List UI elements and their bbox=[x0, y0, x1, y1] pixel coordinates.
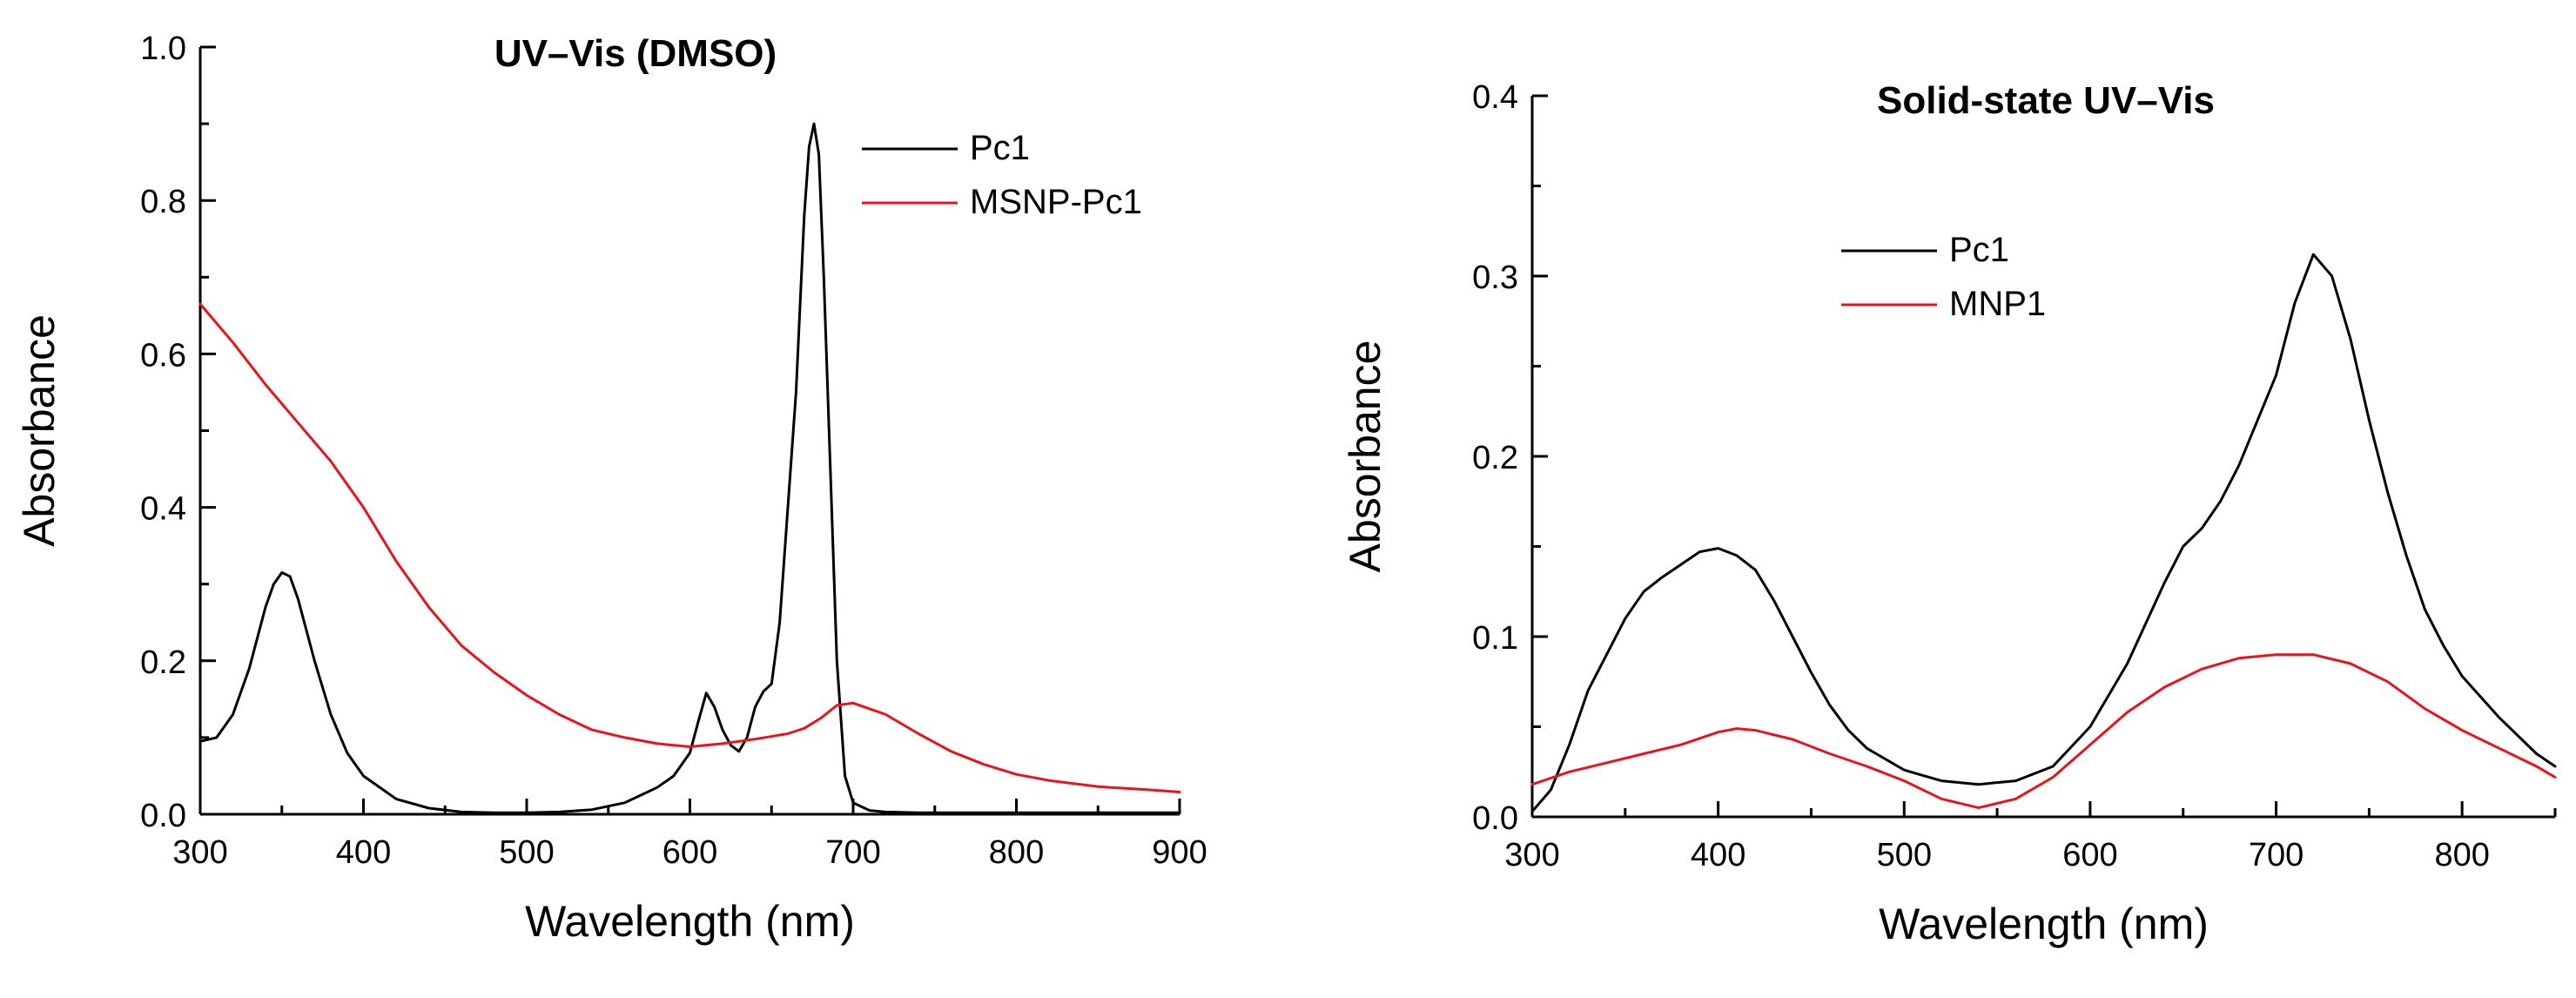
y-tick-label: 0.3 bbox=[1472, 260, 1518, 296]
y-axis-label: Absorbance bbox=[1341, 341, 1389, 573]
x-tick-label: 700 bbox=[2249, 837, 2304, 873]
x-tick-label: 800 bbox=[989, 834, 1044, 871]
legend-entry: MNP1 bbox=[1949, 285, 2046, 323]
y-tick-label: 0.2 bbox=[1472, 440, 1518, 476]
x-axis-label: Wavelength (nm) bbox=[1879, 900, 2209, 948]
y-tick-label: 0.2 bbox=[140, 644, 186, 681]
x-tick-label: 500 bbox=[1877, 837, 1932, 873]
legend: Pc1 MNP1 bbox=[1841, 231, 2046, 323]
chart-title: Solid-state UV–Vis bbox=[1877, 79, 2215, 122]
series-line-mnp1 bbox=[1530, 653, 2557, 810]
x-tick-label: 800 bbox=[2434, 837, 2489, 873]
legend: Pc1 MSNP-Pc1 bbox=[862, 129, 1142, 221]
series-line-pc1 bbox=[198, 122, 1181, 814]
y-axis-label: Absorbance bbox=[15, 314, 64, 547]
y-tick-label: 1.0 bbox=[140, 30, 186, 67]
x-tick-label: 900 bbox=[1152, 834, 1207, 871]
x-tick-label: 600 bbox=[2062, 837, 2117, 873]
x-tick-label: 500 bbox=[499, 834, 554, 871]
x-tick-label: 300 bbox=[172, 834, 227, 871]
y-tick-label: 0.6 bbox=[140, 337, 186, 374]
series-line-msnp-pc1 bbox=[198, 302, 1181, 793]
chart-1: 300 400 500 600 700 800 900 0.0 0.2 0.4 0.6 0.8 1.0 W… bbox=[15, 30, 1207, 946]
y-tick-label: 0.8 bbox=[140, 184, 186, 220]
x-tick-label: 400 bbox=[336, 834, 391, 871]
y-tick-label: 0.4 bbox=[140, 491, 186, 528]
x-tick-label: 300 bbox=[1504, 837, 1559, 873]
y-tick-label: 0.0 bbox=[140, 798, 186, 834]
legend-entry: Pc1 bbox=[1949, 231, 2009, 269]
y-tick-label: 0.4 bbox=[1472, 79, 1518, 116]
legend-entry: MSNP-Pc1 bbox=[970, 183, 1142, 221]
chart-title: UV–Vis (DMSO) bbox=[494, 32, 777, 75]
y-tick-label: 0.0 bbox=[1472, 800, 1518, 837]
chart-2: 300 400 500 600 700 800 0.0 0.1 0.2 0.3 0.4 Wavelen… bbox=[1341, 79, 2557, 948]
x-tick-label: 700 bbox=[825, 834, 880, 871]
y-tick-label: 0.1 bbox=[1472, 620, 1518, 657]
x-axis-label: Wavelength (nm) bbox=[525, 897, 855, 946]
x-tick-label: 600 bbox=[662, 834, 717, 871]
x-tick-label: 400 bbox=[1691, 837, 1745, 873]
series-line-pc1 bbox=[1530, 253, 2557, 813]
legend-entry: Pc1 bbox=[970, 129, 1030, 167]
